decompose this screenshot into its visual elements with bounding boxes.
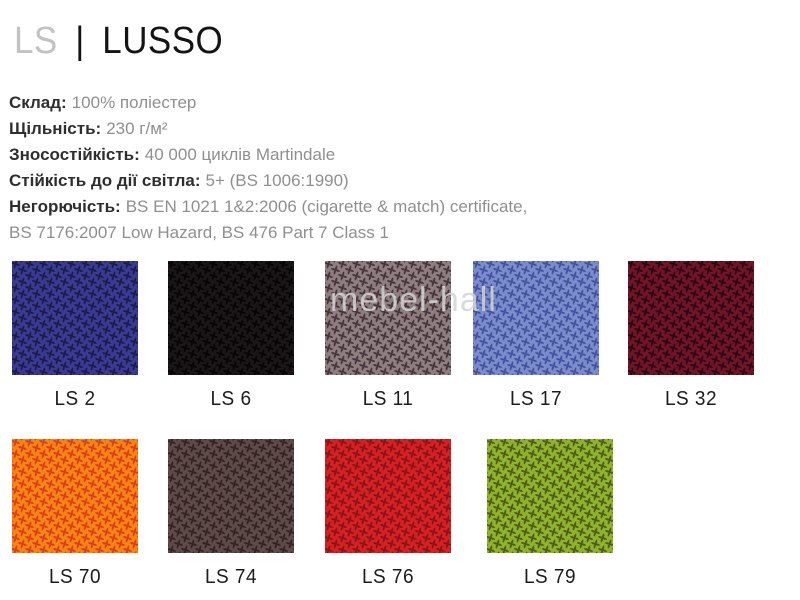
spec-list: Склад: 100% поліестер Щільність: 230 г/м² … <box>9 90 709 246</box>
fabric-swatch <box>487 439 613 553</box>
fabric-swatch <box>12 439 138 553</box>
fabric-swatch <box>325 261 451 375</box>
spec-value: 40 000 циклів Martindale <box>144 145 336 164</box>
spec-label: Склад: <box>9 93 67 112</box>
fabric-swatch <box>168 439 294 553</box>
spec-label: Зносостійкість: <box>9 145 140 164</box>
fabric-swatch <box>473 261 599 375</box>
swatch-label: LS 79 <box>523 566 577 588</box>
fabric-swatch <box>628 261 754 375</box>
swatch-label: LS 2 <box>54 388 96 410</box>
spec-label: Стійкість до дії світла: <box>9 171 201 190</box>
fabric-swatch <box>168 261 294 375</box>
swatch-cell-ls-32: LS 32 <box>628 261 754 411</box>
spec-label: Щільність: <box>9 119 102 138</box>
swatch-cell-ls-6: LS 6 <box>168 261 294 411</box>
spec-row-flammability: Негорючість: BS EN 1021 1&2:2006 (cigaret… <box>9 194 709 220</box>
collection-name: LUSSO <box>102 20 224 62</box>
swatch-cell-ls-76: LS 76 <box>325 439 451 589</box>
spec-row-density: Щільність: 230 г/м² <box>9 116 709 142</box>
spec-value: 100% поліестер <box>71 93 197 112</box>
swatch-label: LS 11 <box>362 388 414 410</box>
spec-row-flammability-cont: BS 7176:2007 Low Hazard, BS 476 Part 7 C… <box>9 220 709 246</box>
spec-value: 230 г/м² <box>106 119 168 138</box>
swatch-label: LS 74 <box>204 566 258 588</box>
swatch-label: LS 32 <box>664 388 718 410</box>
swatch-cell-ls-79: LS 79 <box>487 439 613 589</box>
swatch-cell-ls-70: LS 70 <box>12 439 138 589</box>
title-separator: | <box>75 20 85 62</box>
fabric-swatch <box>12 261 138 375</box>
spec-value: 5+ (BS 1006:1990) <box>205 171 349 190</box>
spec-row-abrasion: Зносостійкість: 40 000 циклів Martindale <box>9 142 709 168</box>
swatch-cell-ls-74: LS 74 <box>168 439 294 589</box>
swatch-label: LS 76 <box>361 566 415 588</box>
fabric-swatch <box>325 439 451 553</box>
spec-value: BS 7176:2007 Low Hazard, BS 476 Part 7 C… <box>9 223 389 242</box>
swatch-label: LS 6 <box>210 388 252 410</box>
spec-row-lightfastness: Стійкість до дії світла: 5+ (BS 1006:1990… <box>9 168 709 194</box>
swatch-label: LS 17 <box>509 388 563 410</box>
swatch-label: LS 70 <box>48 566 102 588</box>
spec-row-composition: Склад: 100% поліестер <box>9 90 709 116</box>
spec-label: Негорючість: <box>9 197 121 216</box>
page-title: LS | LUSSO <box>14 20 223 63</box>
swatch-cell-ls-2: LS 2 <box>12 261 138 411</box>
spec-value: BS EN 1021 1&2:2006 (cigarette & match) … <box>125 197 528 216</box>
collection-code: LS <box>14 20 58 62</box>
swatch-cell-ls-17: LS 17 <box>473 261 599 411</box>
swatch-cell-ls-11: LS 11 <box>325 261 451 411</box>
